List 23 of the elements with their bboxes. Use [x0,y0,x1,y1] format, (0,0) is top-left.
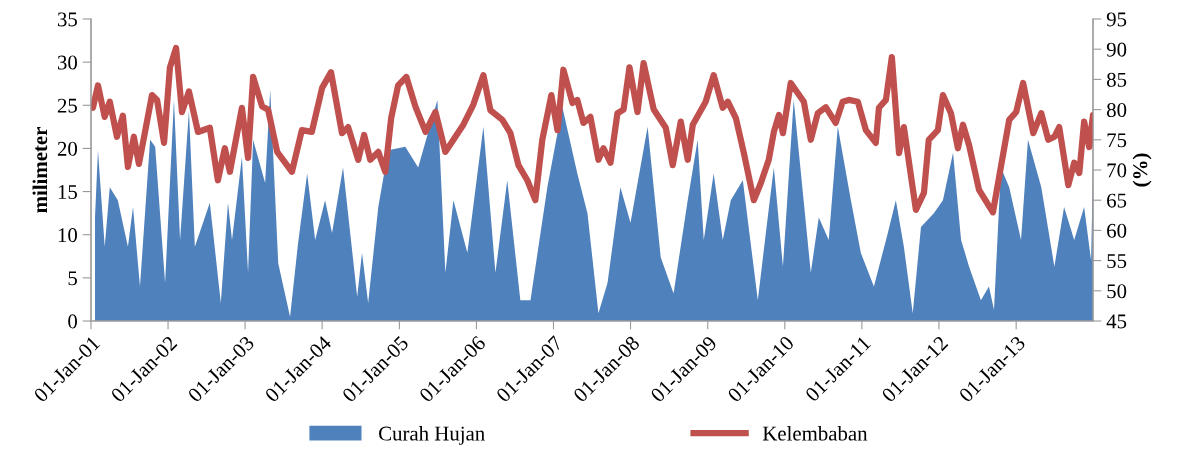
y2-tick-label: 70 [1107,163,1127,178]
y2-tick-label: 90 [1106,42,1127,57]
y2-tick-label: 55 [1107,254,1127,269]
y-tick-label: 0 [68,314,78,329]
y-tick-label: 30 [57,55,78,70]
legend-label: Kelembaban [762,425,868,441]
y-tick-label: 35 [57,12,77,27]
y2-tick-label: 60 [1107,223,1127,238]
y-tick-label: 10 [58,228,78,243]
y-tick-label: 20 [57,141,78,156]
y2-tick-label: 50 [1107,284,1127,299]
y2-tick-label: 75 [1107,133,1127,148]
y-axis-title: milimeter [32,127,48,213]
y-tick-label: 25 [57,98,77,113]
y-tick-label: 15 [58,185,77,199]
y2-tick-label: 80 [1106,102,1127,118]
y2-tick-label: 45 [1106,314,1127,329]
y-tick-label: 5 [68,271,77,286]
y2-tick-label: 65 [1107,193,1127,208]
y2-axis-title: (%) [1132,153,1152,187]
y2-tick-label: 85 [1106,72,1127,87]
y2-tick-label: 95 [1106,12,1127,27]
legend-label: Curah Hujan [379,425,485,445]
